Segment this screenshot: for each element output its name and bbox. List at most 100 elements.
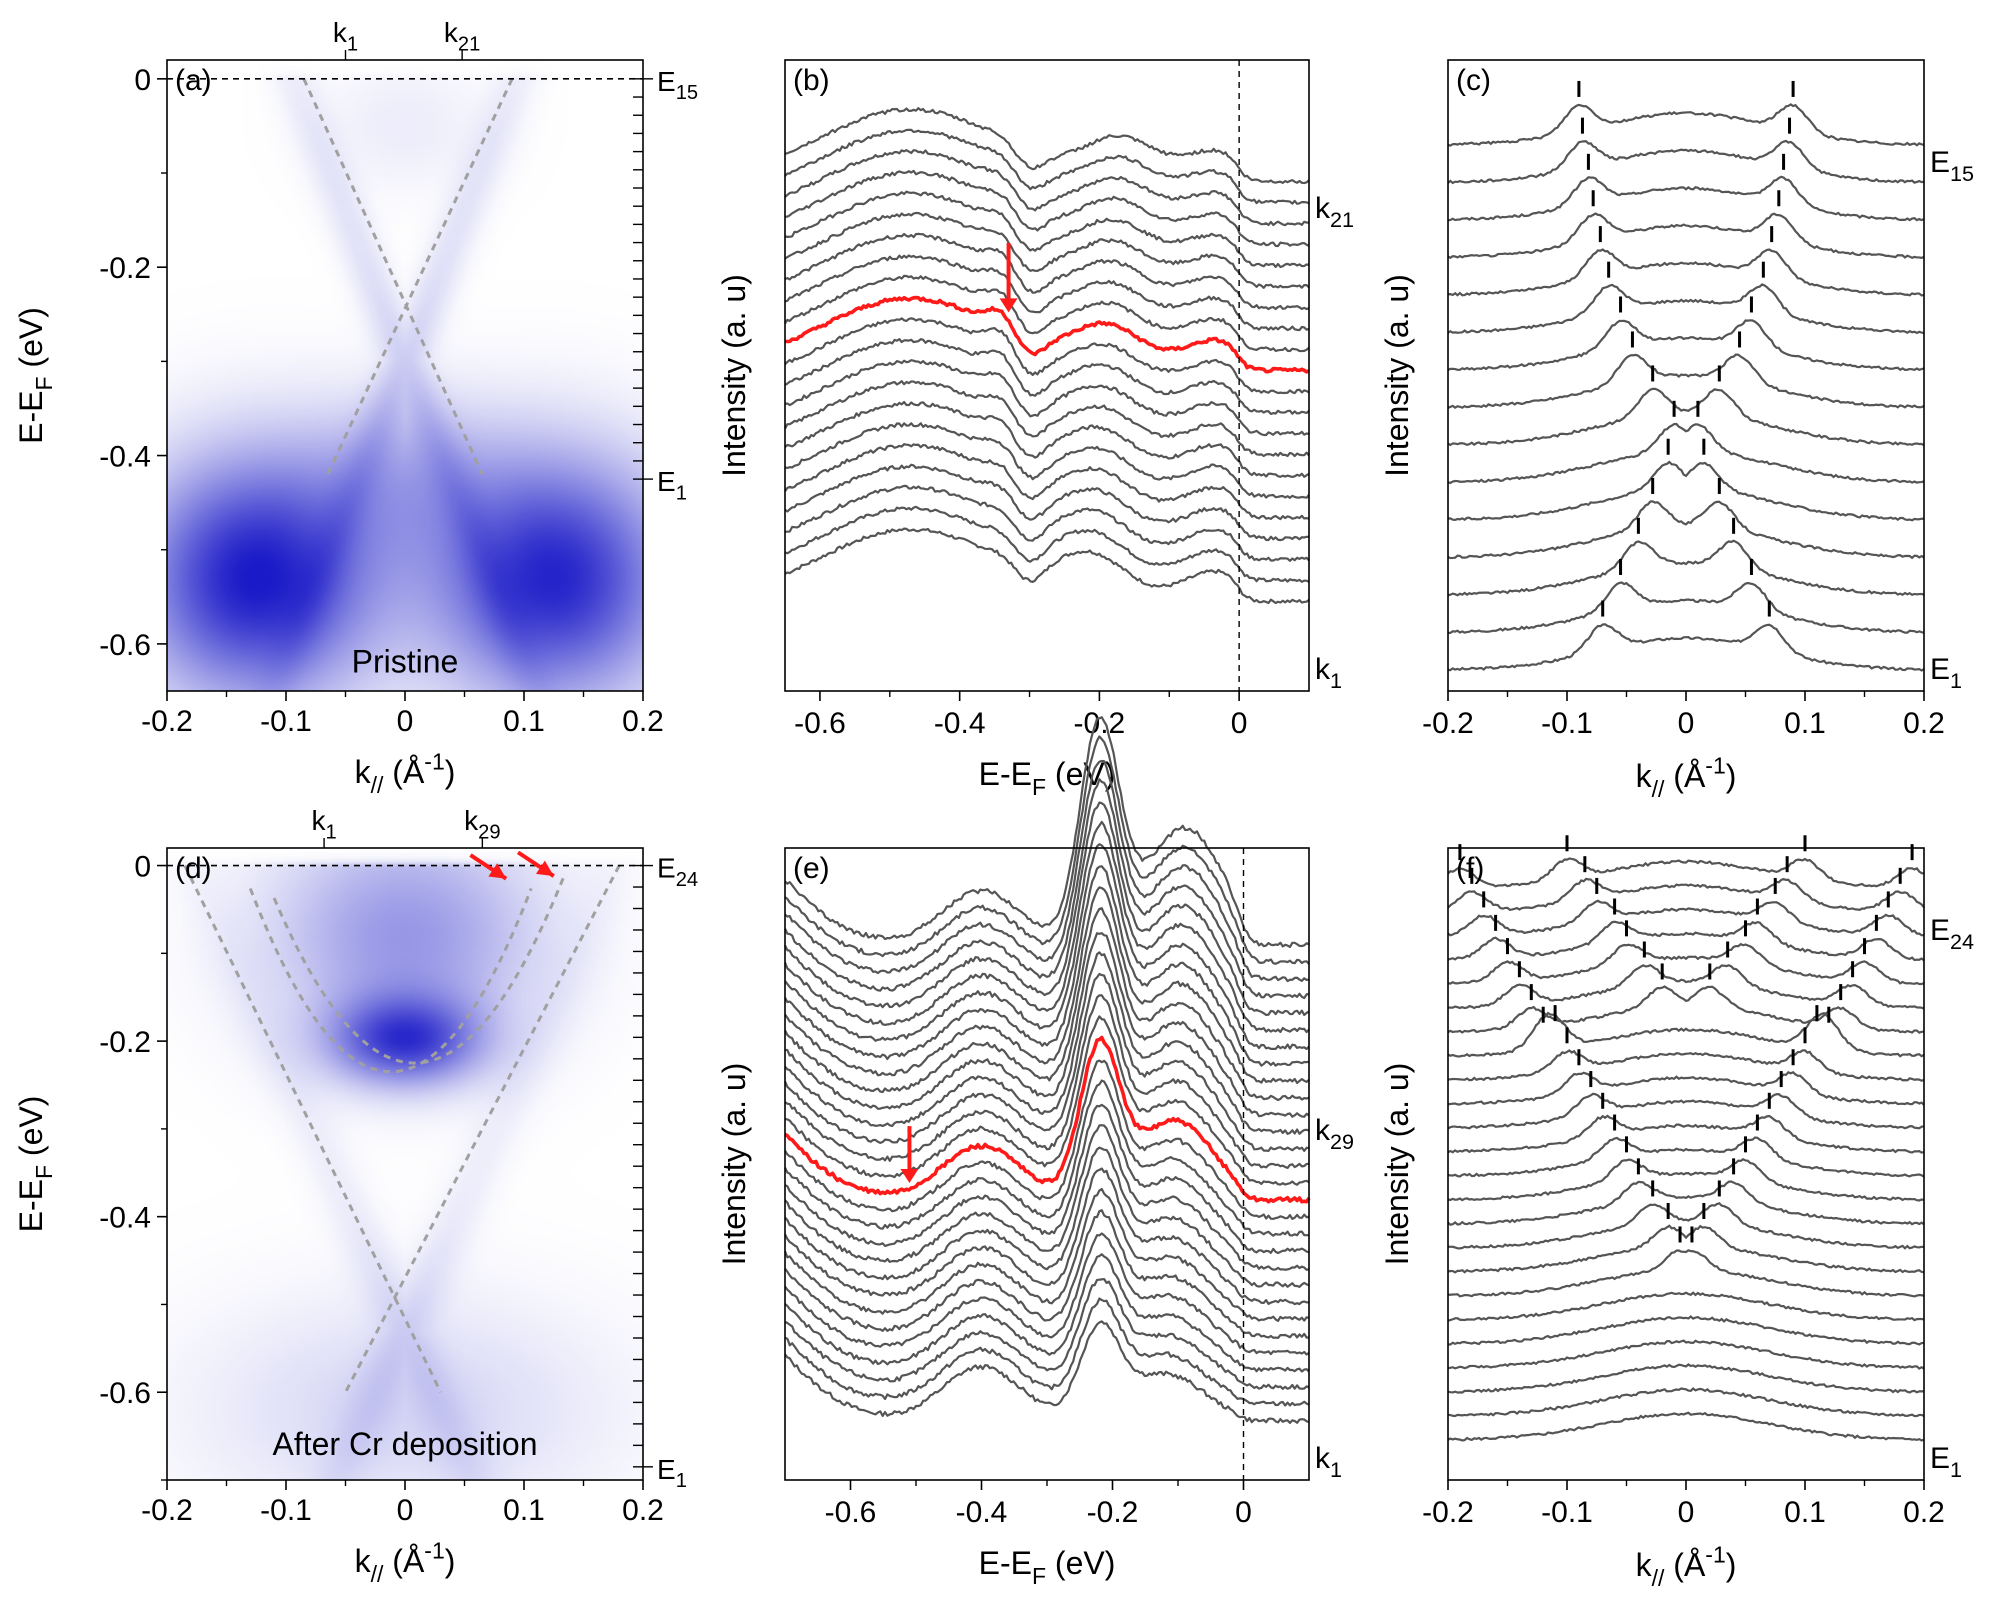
x-axis-title: E-EF (eV) (979, 1545, 1116, 1589)
x-axis-title: k// (Å-1) (1636, 753, 1737, 803)
mdc-curve (1447, 942, 1925, 986)
mdc-curve (1447, 877, 1925, 911)
mdc-curve (1447, 985, 1925, 1034)
mdc-curve (1447, 857, 1925, 888)
mdc-curves (1447, 857, 1925, 1442)
x-axis-title-main: E-E (979, 756, 1032, 792)
edc-curve (784, 359, 1310, 437)
top-curve-label-sub: 21 (1330, 207, 1354, 232)
bottom-curve-label-main: k (1315, 653, 1331, 686)
edc-curve (784, 254, 1310, 332)
x-tick-label: 0 (1678, 1496, 1695, 1529)
bottom-curve-label-sub: 1 (1330, 668, 1342, 693)
bottom-curve-label: k1 (1315, 653, 1342, 693)
y-axis-title-main: E-E (13, 391, 49, 444)
x-tick-label: 0 (1678, 707, 1695, 740)
x-tick-label: -0.1 (1541, 1496, 1593, 1529)
x-axis-title-close: ) (1726, 758, 1737, 794)
x-axis-title-main: k (355, 1543, 372, 1579)
right-marker-label-main: E (657, 853, 676, 884)
intensity-map (167, 60, 643, 691)
panel-annotation: After Cr deposition (272, 1426, 537, 1462)
bottom-curve-label-sub: 1 (1950, 668, 1962, 693)
mdc-curve (1447, 353, 1925, 410)
peak-markers (1577, 80, 1795, 617)
top-curve-label-sub: 15 (1950, 161, 1974, 186)
panel-label: (f) (1456, 852, 1484, 885)
y-axis-title: Intensity (a. u) (1379, 1063, 1415, 1266)
x-axis-title: k// (Å-1) (355, 749, 456, 799)
edc-curve (784, 735, 1310, 965)
right-marker-label: E15 (657, 66, 698, 104)
x-tick-label: 0.2 (622, 1494, 664, 1527)
edc-curve-highlight (784, 295, 1310, 374)
edc-curve (784, 1253, 1310, 1373)
mdc-curves (1447, 103, 1925, 672)
top-marker-label-main: k (333, 17, 348, 48)
top-marker-label-main: k (311, 805, 326, 836)
top-curve-label: k21 (1315, 192, 1354, 232)
mdc-curve (1447, 1180, 1925, 1226)
x-tick-label: 0 (397, 705, 414, 738)
mdc-curve (1447, 1315, 1925, 1346)
x-tick-label: -0.6 (794, 707, 846, 740)
mdc-curve (1447, 1224, 1925, 1274)
x-axis-title-exp: -1 (424, 1538, 444, 1564)
top-marker-label-sub: 29 (478, 821, 500, 843)
edc-curve (784, 1015, 1310, 1186)
x-tick-label: 0.1 (1784, 1496, 1826, 1529)
edc-curve (784, 1209, 1310, 1339)
mdc-curve (1447, 175, 1925, 222)
y-axis-title: Intensity (a. u) (716, 1063, 752, 1266)
mdc-curve (1447, 1339, 1925, 1370)
x-axis-title-close: ) (445, 1543, 456, 1579)
x-tick-label: -0.1 (1541, 707, 1593, 740)
edc-curve (784, 778, 1310, 1000)
edc-curve (783, 1187, 1310, 1323)
x-tick-label: -0.2 (1422, 1496, 1474, 1529)
y-axis-title-unit: (eV) (13, 307, 49, 376)
edc-curve (784, 505, 1310, 583)
top-marker-label-main: k (464, 805, 479, 836)
bottom-curve-label: k1 (1315, 1442, 1342, 1482)
panel-label: (d) (175, 852, 212, 885)
edc-curve (784, 759, 1310, 983)
y-axis-title-main: E-E (13, 1179, 49, 1232)
mdc-curve (1447, 387, 1925, 447)
edc-curve (784, 994, 1310, 1169)
x-axis-title-main: k (1636, 758, 1653, 794)
mdc-curve (1447, 1249, 1925, 1298)
x-axis-title-main: E-E (979, 1545, 1032, 1581)
top-curve-label-main: E (1930, 146, 1950, 179)
x-axis-title-sub: // (371, 1561, 384, 1587)
x-tick-label: -0.1 (260, 705, 312, 738)
panel-d: -0.2 -0.1 0 0.1 0.20-0.2-0.4-0.6k1 k29E24E1(d… (13, 805, 698, 1587)
mdc-curve (1447, 1011, 1925, 1058)
mdc-curve (1447, 1411, 1925, 1442)
right-marker-label: E1 (657, 466, 687, 504)
mdc-curve (1447, 1363, 1925, 1394)
edc-curve (784, 317, 1310, 395)
edc-curve (783, 972, 1310, 1153)
x-tick-label: 0 (1231, 707, 1248, 740)
plot-frame (1447, 847, 1925, 1481)
mdc-curve (1447, 920, 1925, 962)
bottom-curve-label: E1 (1930, 653, 1962, 693)
right-marker-label-main: E (657, 466, 676, 497)
y-axis-title: E-EF (eV) (13, 307, 57, 444)
edc-curve (784, 865, 1310, 1067)
x-tick-label: 0.2 (622, 705, 664, 738)
right-marker-label-sub: 24 (676, 869, 698, 891)
x-tick-label: 0.1 (503, 1494, 545, 1527)
top-curve-label: k29 (1315, 1114, 1354, 1154)
edc-curve (784, 1146, 1310, 1289)
x-axis-title-sub: // (1652, 776, 1665, 802)
mdc-curve (1447, 1158, 1925, 1202)
mdc-curve (1447, 539, 1925, 597)
edc-curve (784, 463, 1310, 542)
edc-curve (784, 1167, 1310, 1306)
x-tick-label: 0.2 (1903, 1496, 1945, 1529)
right-marker-label-main: E (657, 1454, 676, 1485)
y-tick-label: -0.4 (99, 1202, 151, 1235)
